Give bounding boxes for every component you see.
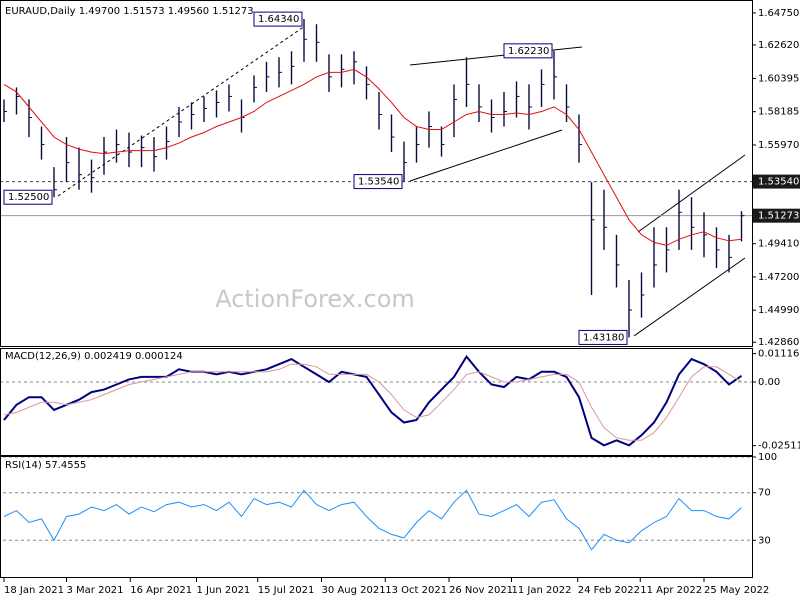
y-tick-label: 30 [758,535,771,546]
trend-line [409,129,563,182]
x-tick-label: 30 Aug 2021 [322,585,386,596]
line [3,489,742,551]
line [3,363,742,441]
price-marker-box [752,174,800,189]
annotation-label: 1.64340 [258,14,299,25]
x-tick-label: 16 Apr 2021 [130,585,192,596]
y-tick-label: 0.011168 [758,349,800,360]
x-tick-label: 24 Feb 2022 [578,585,640,596]
y-tick-label: 1.55970 [758,140,799,151]
trend-line [633,257,746,337]
x-tick-label: 25 May 2022 [704,585,769,596]
trend-line [409,46,583,66]
y-tick-label: 1.58185 [758,107,799,118]
x-tick-label: 18 Jan 2021 [4,585,64,596]
x-tick-label: 11 Apr 2022 [640,585,702,596]
y-tick-label: 0.00 [758,377,780,388]
annotation-box [503,43,553,59]
price-marker-box [752,208,800,223]
price-marker-label: 1.53540 [758,177,799,188]
price-panel-frame [0,0,753,347]
annotation-box [578,329,628,345]
plot-layer: 1.64750 1.62620 1.60395 1.58185 1.55970 1.494… [0,8,800,596]
annotation-label: 1.62230 [508,46,549,57]
annotation-label: 1.43180 [583,332,624,343]
line [3,68,742,246]
rsi-title: RSI(14) 57.4555 [5,460,86,471]
macd-title: MACD(12,26,9) 0.002419 0.000124 [5,351,183,362]
y-tick-label: 1.47200 [758,272,799,283]
y-tick-label: 70 [758,488,771,499]
y-tick-label: 1.64750 [758,8,799,19]
watermark: ActionForex.com [215,285,415,313]
y-tick-label: 100 [758,452,777,463]
x-tick-label: 1 Jun 2021 [197,585,251,596]
chart-title: EURAUD,Daily 1.49700 1.51573 1.49560 1.5… [5,6,254,17]
macd-panel-frame [0,348,753,456]
y-tick-label: 1.44990 [758,305,799,316]
y-tick-label: -0.025117 [758,441,800,452]
trend-line [637,154,746,233]
annotation-label: 1.52500 [8,192,49,203]
annotation-label: 1.53540 [358,177,399,188]
y-tick-label: 1.42860 [758,337,799,348]
x-tick-label: 3 Mar 2021 [67,585,124,596]
annotation-box [3,189,53,205]
y-tick-label: 1.60395 [758,73,799,84]
trend-line [57,25,306,197]
annotation-box [353,174,403,190]
x-tick-label: 15 Jul 2021 [258,585,315,596]
annotation-box [253,11,303,27]
x-tick-label: 13 Oct 2021 [385,585,447,596]
x-tick-label: 11 Jan 2022 [512,585,572,596]
x-tick-label: 26 Nov 2021 [449,585,513,596]
y-tick-label: 1.62620 [758,40,799,51]
y-tick-label: 1.49410 [758,239,799,250]
line [3,354,743,447]
rsi-panel-frame [0,456,753,578]
price-marker-label: 1.51273 [758,211,799,222]
